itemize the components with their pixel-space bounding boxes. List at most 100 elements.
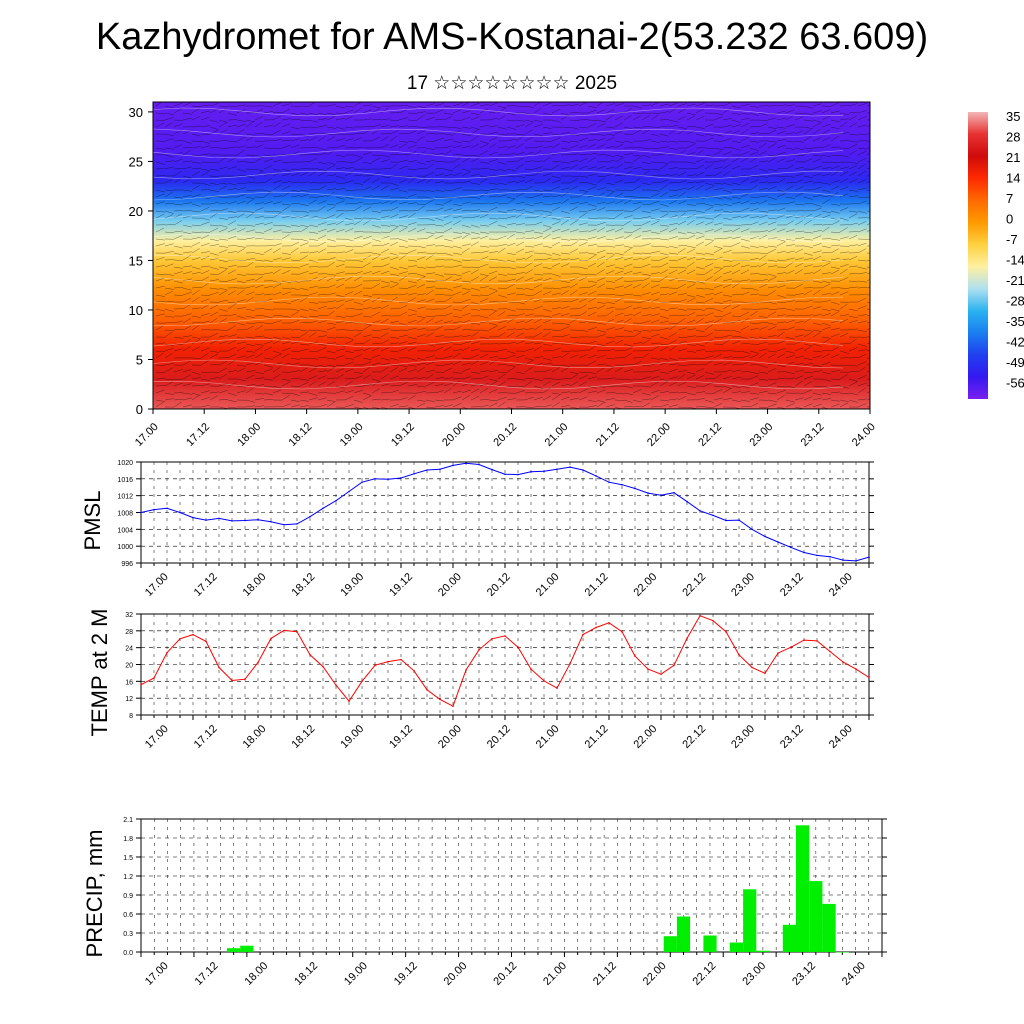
wind-barb — [587, 244, 597, 247]
wind-barb — [524, 357, 534, 361]
wind-barb — [290, 224, 300, 227]
wind-barb — [569, 298, 579, 303]
data-point — [452, 705, 454, 707]
colorbar-label: -56 — [1006, 376, 1024, 391]
wind-barb — [173, 102, 183, 107]
wind-barb — [488, 217, 498, 220]
wind-barb — [479, 308, 490, 311]
wind-barb — [605, 114, 614, 121]
wind-barb — [380, 347, 390, 352]
wind-barb — [749, 265, 759, 268]
wind-barb — [326, 238, 336, 242]
wind-barb — [704, 258, 714, 261]
y-tick-label: 8 — [129, 713, 133, 720]
wind-barb — [569, 164, 578, 170]
wind-barb — [380, 383, 390, 387]
y-tick-label: 996 — [121, 561, 133, 568]
wind-barb — [587, 376, 597, 380]
wind-barb — [200, 371, 211, 373]
data-point — [413, 473, 415, 475]
contour-line — [153, 191, 844, 201]
wind-barb — [767, 126, 777, 130]
wind-barb — [308, 331, 317, 338]
wind-barb — [650, 395, 659, 401]
y-tick-label: 28 — [125, 629, 133, 636]
wind-barb — [866, 189, 870, 192]
wind-barb — [830, 258, 840, 261]
wind-barb — [164, 179, 174, 184]
wind-barb — [290, 202, 300, 205]
wind-barb — [380, 315, 391, 317]
wind-barb — [515, 212, 524, 219]
wind-barb — [236, 307, 246, 310]
wind-barb — [497, 273, 507, 276]
wind-barb — [578, 175, 588, 178]
contour-line — [153, 107, 844, 117]
wind-barb — [479, 167, 489, 170]
wind-barb — [515, 354, 525, 359]
wind-barb — [218, 266, 228, 270]
wind-barb — [866, 336, 870, 338]
wind-barb — [524, 342, 534, 345]
wind-barb — [785, 220, 794, 226]
wind-barb — [641, 243, 651, 247]
wind-barb — [632, 361, 642, 366]
data-point — [803, 639, 805, 641]
wind-barb — [839, 236, 849, 240]
wind-barb — [443, 238, 453, 242]
wind-barb — [281, 168, 291, 172]
wind-barb — [578, 329, 588, 332]
wind-barb — [164, 154, 174, 158]
wind-barb — [830, 126, 840, 130]
wind-barb — [596, 109, 606, 114]
wind-barb — [668, 391, 678, 394]
wind-barb — [785, 244, 795, 247]
wind-barb — [569, 175, 580, 177]
wind-barb — [542, 377, 553, 380]
wind-barb — [317, 287, 328, 289]
y-tick-label: 0.6 — [123, 912, 133, 919]
wind-barb — [335, 368, 345, 373]
wind-barb — [677, 187, 687, 191]
wind-barb — [362, 151, 372, 156]
wind-barb — [812, 313, 822, 317]
wind-barb — [362, 357, 372, 361]
wind-barb — [155, 154, 166, 156]
wind-barb — [335, 196, 345, 200]
wind-barb — [587, 284, 597, 289]
data-point — [179, 511, 181, 514]
wind-barb — [227, 124, 237, 128]
wind-barb — [281, 403, 291, 408]
wind-barb — [587, 327, 597, 331]
wind-barb — [821, 262, 831, 268]
wind-barb — [524, 277, 534, 282]
wind-barb — [191, 105, 202, 107]
wind-barb — [497, 247, 506, 254]
wind-barb — [533, 385, 543, 389]
wind-barb — [434, 203, 444, 206]
wind-barb — [353, 308, 364, 310]
wind-barb — [812, 306, 822, 310]
wind-barb — [695, 368, 705, 373]
wind-barb — [245, 322, 256, 324]
wind-barb — [857, 387, 866, 394]
wind-barb — [227, 399, 237, 403]
wind-barb — [497, 357, 508, 359]
wind-barb — [326, 292, 336, 296]
wind-barb — [839, 171, 848, 177]
wind-barb — [614, 244, 624, 247]
wind-barb — [389, 199, 399, 205]
wind-barb — [605, 280, 615, 283]
wind-barb — [704, 147, 715, 149]
wind-barb — [398, 367, 408, 373]
wind-barb — [614, 350, 625, 352]
contour-line — [153, 296, 844, 306]
wind-barb — [758, 132, 769, 135]
wind-barb — [173, 168, 184, 170]
wind-barb — [731, 376, 741, 380]
wind-barb — [425, 392, 436, 394]
wind-barb — [263, 217, 274, 219]
wind-barb — [776, 167, 787, 170]
wind-barb — [767, 382, 777, 387]
wind-barb — [731, 385, 741, 389]
